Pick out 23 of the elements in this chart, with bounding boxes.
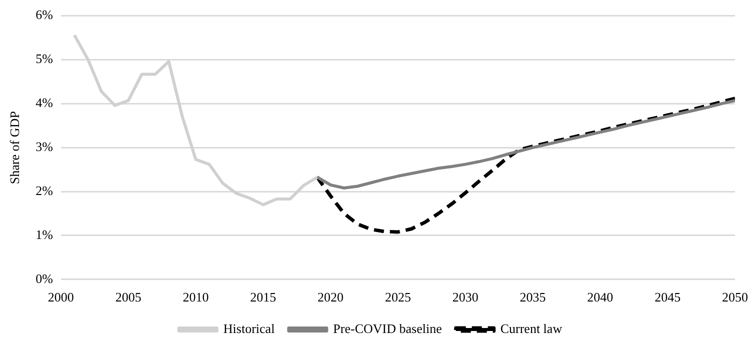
x-tick-label: 2040: [587, 290, 614, 305]
x-tick-label: 2005: [115, 290, 142, 305]
legend-label: Historical: [223, 320, 276, 336]
x-tick-label: 2050: [722, 290, 748, 305]
y-tick-label: 2%: [36, 182, 54, 198]
x-tick-label: 2045: [654, 290, 681, 305]
line-series: [315, 96, 735, 234]
legend-label: Current law: [500, 320, 563, 336]
y-tick-label: 0%: [36, 270, 54, 286]
x-tick-label: 2000: [48, 290, 74, 305]
x-tick-label: 2020: [318, 290, 344, 305]
y-tick-label: 6%: [36, 7, 54, 22]
x-tick-label: 2010: [182, 290, 209, 305]
legend-label: Pre-COVID baseline: [333, 320, 442, 336]
x-tick-label: 2015: [250, 290, 276, 305]
y-tick-label: 1%: [36, 226, 54, 242]
y-tick-label: 3%: [36, 139, 54, 154]
x-tick-label: 2030: [452, 290, 478, 305]
x-tick-label: 2035: [520, 290, 546, 305]
x-tick-label: 2025: [384, 290, 411, 305]
y-axis-title: Share of GDP: [7, 111, 22, 184]
y-tick-label: 4%: [36, 95, 54, 110]
y-tick-label: 5%: [36, 51, 54, 66]
